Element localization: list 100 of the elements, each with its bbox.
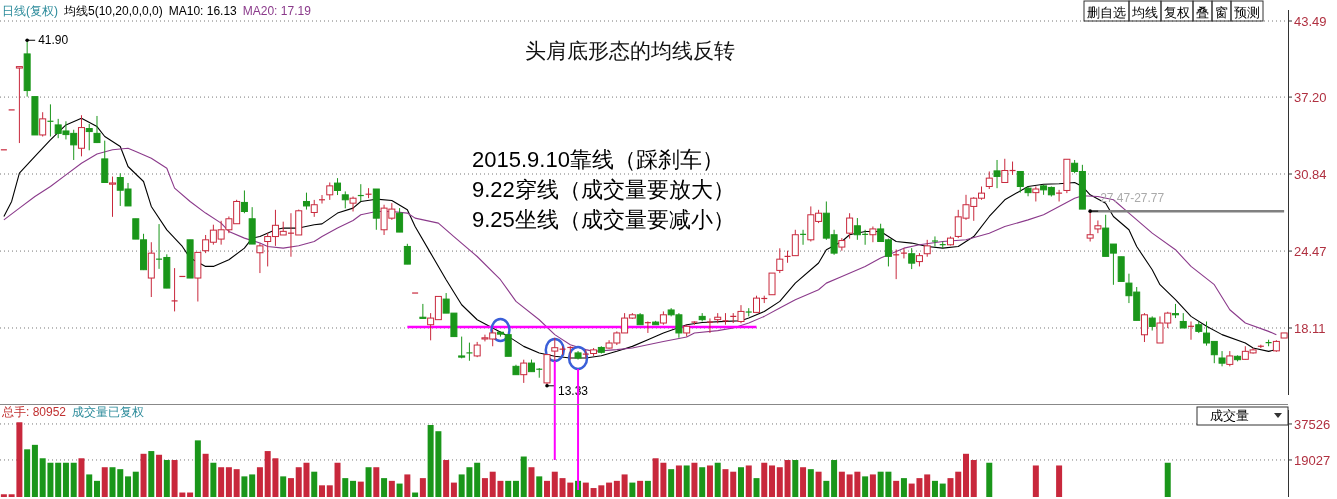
bar: [862, 476, 869, 497]
candlestick: [1094, 219, 1102, 234]
y-tick-label: 24.47: [1294, 244, 1327, 260]
candlestick: [776, 247, 784, 274]
candlestick: [109, 176, 117, 218]
annotation: 删自选: [1087, 5, 1126, 20]
bar: [334, 462, 341, 497]
bar: [287, 478, 294, 497]
bar: [823, 480, 830, 497]
candlestick: [1001, 158, 1009, 183]
bar: [792, 460, 799, 497]
dropdown: 成交量: [1196, 406, 1289, 426]
bar: [148, 451, 155, 497]
annotation: 复权: [1164, 5, 1190, 20]
bar: [55, 462, 62, 497]
bar: [443, 460, 450, 497]
bar: [970, 460, 977, 497]
chart-title: 总手: 80952: [1, 405, 67, 419]
bar: [753, 478, 760, 497]
bar: [163, 460, 170, 497]
candlestick: [900, 247, 908, 259]
candlestick: [465, 342, 474, 362]
bar: [668, 469, 675, 497]
annotation: 窗: [1215, 5, 1228, 20]
bar: [357, 481, 364, 497]
bar: [78, 458, 85, 497]
candlestick: [170, 267, 179, 312]
bar: [675, 465, 682, 497]
bar: [900, 478, 907, 497]
bar: [512, 480, 519, 497]
toolbar-button: 窗: [1211, 0, 1232, 22]
bar: [621, 474, 628, 497]
bar: [326, 485, 333, 497]
y-tick-label: 30.84: [1294, 167, 1327, 183]
bar: [218, 467, 225, 497]
bar: [1056, 465, 1063, 497]
bar: [388, 480, 395, 497]
toolbar-button: 复权: [1160, 0, 1194, 22]
y-tick-label: 18.11: [1294, 320, 1326, 336]
text: MA20: 17.19: [242, 4, 312, 18]
bar: [986, 462, 993, 497]
candlestick: [403, 243, 411, 265]
bar: [536, 476, 543, 497]
bar: [800, 467, 807, 497]
candlestick: [77, 114, 85, 157]
bar: [644, 480, 651, 497]
toolbar-button: 均线: [1128, 0, 1162, 22]
bar: [319, 485, 325, 497]
bar: [737, 467, 744, 497]
candlestick: [1055, 189, 1063, 202]
bar: [132, 471, 139, 497]
candlestick: [396, 207, 404, 233]
bar: [931, 480, 938, 497]
toolbar-button: 删自选: [1083, 0, 1130, 22]
bar: [481, 478, 488, 497]
bar: [869, 474, 876, 497]
annotation: 预测: [1234, 5, 1260, 20]
bar: [225, 467, 232, 497]
candlestick: [846, 212, 854, 240]
candlestick: [706, 317, 714, 334]
bar: [838, 471, 845, 497]
bar: [893, 480, 900, 497]
bar: [233, 469, 240, 497]
bar: [955, 471, 962, 497]
y-tick-label: 19027: [1294, 452, 1331, 468]
legend-title: 均线5(10,20,0,0,0): [63, 4, 163, 18]
bar: [419, 478, 426, 497]
candlestick: [93, 115, 101, 144]
bar: [474, 462, 481, 497]
bar: [241, 476, 248, 497]
annotation: 9.25坐线（成交量要减小）: [472, 207, 735, 232]
candlestick: [256, 242, 264, 274]
candlestick: [908, 247, 916, 270]
annotation: 2015.9.10靠线（踩刹车）: [472, 147, 724, 172]
bar: [101, 467, 108, 497]
candlestick: [419, 303, 427, 319]
bar: [613, 480, 620, 497]
bar: [637, 480, 644, 497]
bar: [31, 444, 38, 497]
candlestick: [520, 359, 528, 384]
bar: [699, 467, 706, 497]
point: [490, 317, 511, 343]
bar: [947, 478, 954, 497]
chart-subtitle: 日线(复权): [2, 4, 58, 18]
toolbar-button: 预测: [1230, 0, 1264, 22]
candlestick: [551, 337, 559, 362]
bar: [24, 449, 31, 497]
bar: [280, 476, 287, 497]
candlestick: [791, 229, 799, 257]
bar: [629, 482, 636, 497]
bar: [815, 471, 822, 497]
bar: [528, 467, 535, 497]
bar: [1032, 465, 1039, 497]
candlestick: [15, 66, 23, 144]
bar: [1164, 462, 1171, 497]
annotation: 成交量: [1210, 408, 1249, 423]
bar: [140, 453, 147, 497]
candlestick: [39, 111, 47, 138]
bar: [86, 474, 93, 497]
candlestick: [1016, 170, 1024, 194]
